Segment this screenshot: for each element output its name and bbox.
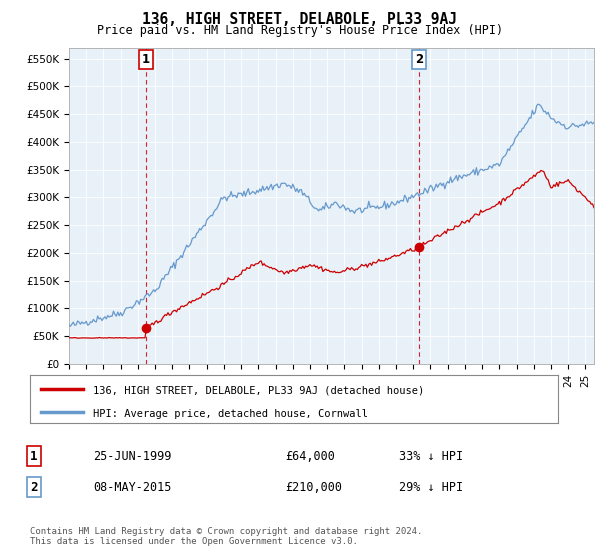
- Text: Price paid vs. HM Land Registry's House Price Index (HPI): Price paid vs. HM Land Registry's House …: [97, 24, 503, 36]
- Text: 136, HIGH STREET, DELABOLE, PL33 9AJ (detached house): 136, HIGH STREET, DELABOLE, PL33 9AJ (de…: [94, 385, 425, 395]
- Text: 136, HIGH STREET, DELABOLE, PL33 9AJ: 136, HIGH STREET, DELABOLE, PL33 9AJ: [143, 12, 458, 27]
- Text: 2: 2: [30, 480, 37, 494]
- Text: Contains HM Land Registry data © Crown copyright and database right 2024.
This d: Contains HM Land Registry data © Crown c…: [30, 526, 422, 546]
- Text: 2: 2: [415, 53, 424, 66]
- Text: 29% ↓ HPI: 29% ↓ HPI: [399, 480, 463, 494]
- Text: 33% ↓ HPI: 33% ↓ HPI: [399, 450, 463, 463]
- Text: £64,000: £64,000: [285, 450, 335, 463]
- Text: 25-JUN-1999: 25-JUN-1999: [93, 450, 172, 463]
- Text: 1: 1: [142, 53, 150, 66]
- Text: 08-MAY-2015: 08-MAY-2015: [93, 480, 172, 494]
- Text: HPI: Average price, detached house, Cornwall: HPI: Average price, detached house, Corn…: [94, 409, 368, 419]
- Text: 1: 1: [30, 450, 37, 463]
- Text: £210,000: £210,000: [285, 480, 342, 494]
